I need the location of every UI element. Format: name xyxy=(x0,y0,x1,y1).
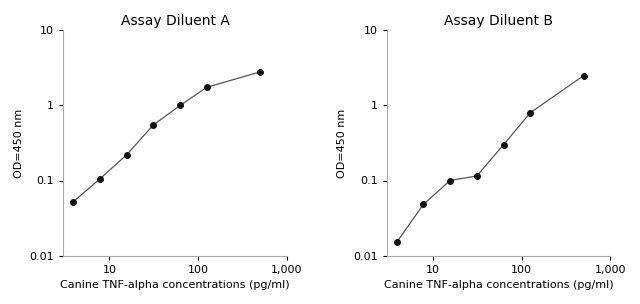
Y-axis label: OD=450 nm: OD=450 nm xyxy=(337,108,348,178)
X-axis label: Canine TNF-alpha concentrations (pg/ml): Canine TNF-alpha concentrations (pg/ml) xyxy=(383,280,613,290)
Title: Assay Diluent A: Assay Diluent A xyxy=(120,14,229,28)
Title: Assay Diluent B: Assay Diluent B xyxy=(444,14,553,28)
X-axis label: Canine TNF-alpha concentrations (pg/ml): Canine TNF-alpha concentrations (pg/ml) xyxy=(60,280,290,290)
Y-axis label: OD=450 nm: OD=450 nm xyxy=(14,108,24,178)
